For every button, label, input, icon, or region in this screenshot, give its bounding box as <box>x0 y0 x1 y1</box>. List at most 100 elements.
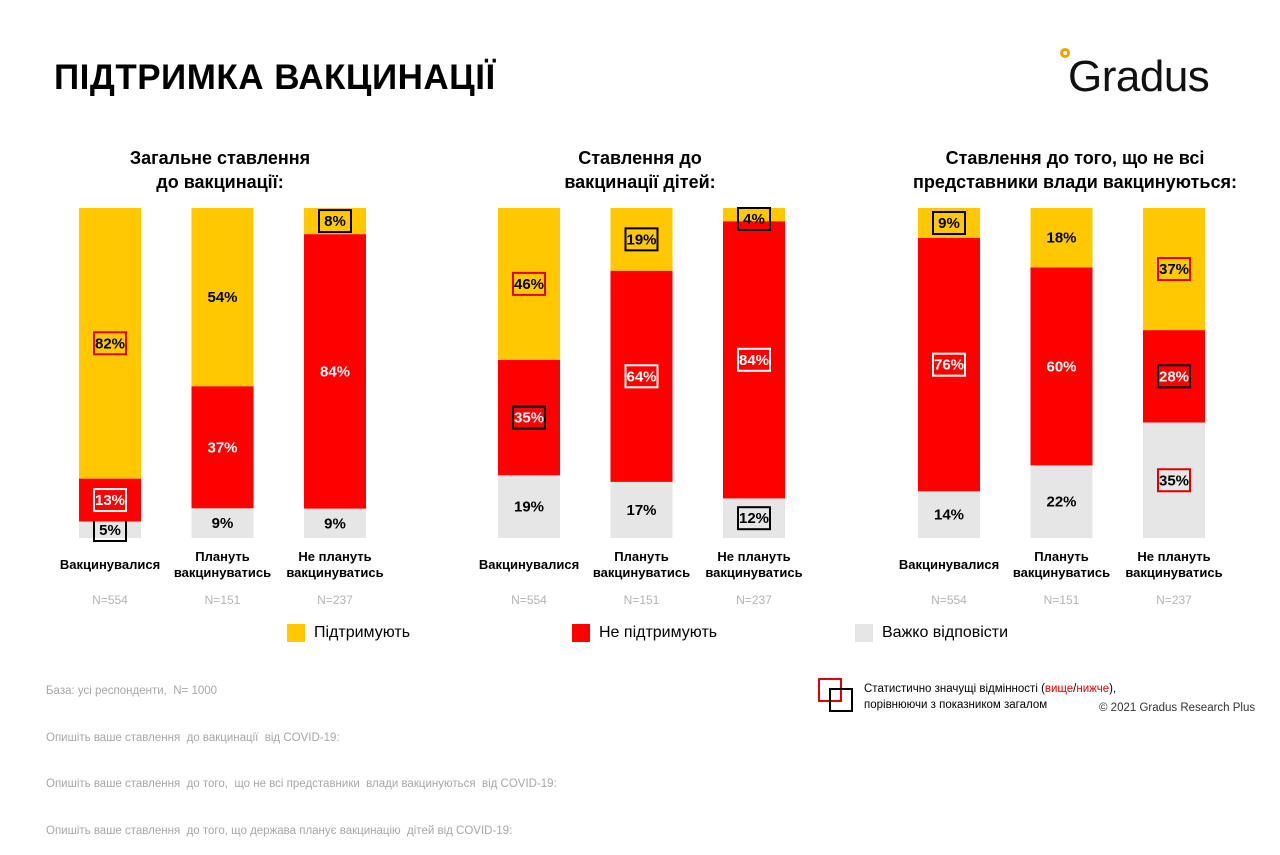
legend-label: Не підтримують <box>599 624 718 641</box>
bar-segment <box>1030 208 1093 268</box>
data-label: 64% <box>626 368 656 385</box>
n-label: N=151 <box>205 593 241 607</box>
n-label: N=151 <box>1044 593 1080 607</box>
category-label: Не плануть <box>1137 549 1210 564</box>
bar-segment <box>918 238 980 492</box>
category-label: Не плануть <box>717 549 790 564</box>
significance-box <box>1157 257 1191 282</box>
data-label: 60% <box>1046 358 1076 375</box>
bar-segment <box>723 498 785 538</box>
copyright: © 2021 Gradus Research Plus <box>1099 702 1256 714</box>
legend-label: Підтримують <box>314 624 411 641</box>
significance-box <box>737 207 771 231</box>
significance-box <box>512 271 546 296</box>
significance-note-line2: порівнюючи з показником загалом <box>864 699 1048 711</box>
legend-item-hard-to-answer: Важко відповісти <box>855 624 1008 642</box>
data-label: 84% <box>739 352 769 369</box>
chart-title-line1: Ставлення до того, що не всі <box>945 148 1205 168</box>
data-label: 82% <box>95 335 125 352</box>
logo-text: Gradus <box>1068 52 1210 101</box>
significance-box <box>932 352 966 377</box>
n-label: N=554 <box>511 593 547 607</box>
data-label: 54% <box>207 289 237 306</box>
bar-segment <box>304 234 366 509</box>
legend-item-not-support: Не підтримують <box>572 624 717 642</box>
data-label: 5% <box>99 522 121 539</box>
significance-note: Статистично значущі відмінності (вище/ни… <box>864 681 1116 713</box>
chart-title-line2: вакцинації дітей: <box>564 172 716 192</box>
chart-title-line1: Загальне ставлення <box>129 148 311 168</box>
data-label: 46% <box>514 276 544 293</box>
category-label: вакцинуватись <box>1013 565 1110 580</box>
category-label: вакцинуватись <box>705 565 802 580</box>
bar-segment <box>1030 267 1093 466</box>
data-label: 4% <box>743 211 765 228</box>
bar-segment <box>1143 208 1205 331</box>
significance-box <box>624 227 659 252</box>
data-label: 37% <box>207 439 237 456</box>
significance-box <box>93 331 127 356</box>
significance-box <box>737 506 771 531</box>
category-label: Плануть <box>614 549 668 564</box>
data-label: 19% <box>514 499 544 516</box>
bar-segment <box>610 481 673 538</box>
data-label: 22% <box>1046 494 1076 511</box>
category-label: Вакцинувалися <box>479 557 579 572</box>
significance-box <box>1157 364 1191 389</box>
significance-box <box>318 209 352 234</box>
chart-title-line2: до вакцинації: <box>156 172 284 192</box>
bar-segment <box>304 208 366 235</box>
bar-segment <box>498 359 560 476</box>
bar-segment <box>918 491 980 538</box>
bar-segment <box>1143 422 1205 538</box>
data-label: 8% <box>324 213 346 230</box>
data-label: 28% <box>1159 368 1189 385</box>
category-label: Вакцинувалися <box>60 557 160 572</box>
category-label: вакцинуватись <box>174 565 271 580</box>
significance-box <box>737 347 771 372</box>
chart-title-line1: Ставлення до <box>578 148 702 168</box>
bar-segment <box>191 208 254 387</box>
bar-segment <box>1030 465 1093 538</box>
significance-legend-icon <box>818 678 858 712</box>
significance-note-line1: Статистично значущі відмінності (вище/ни… <box>864 683 1117 695</box>
data-label: 76% <box>934 357 964 374</box>
gradus-logo: Gradus <box>1060 46 1240 102</box>
n-label: N=151 <box>624 593 660 607</box>
significance-box <box>93 488 127 513</box>
n-label: N=237 <box>1156 593 1192 607</box>
footnote-question-1: Опишіть ваше ставлення до вакцинації від… <box>46 731 340 744</box>
category-label: Плануть <box>195 549 249 564</box>
bar-segment <box>498 475 560 538</box>
data-label: 9% <box>324 515 346 532</box>
bar-segment <box>610 208 673 271</box>
n-label: N=554 <box>931 593 967 607</box>
category-label: вакцинуватись <box>286 565 383 580</box>
significance-box <box>932 211 966 235</box>
chart-title-line2: представники влади вакцинуються: <box>913 172 1237 192</box>
legend-swatch <box>287 624 305 642</box>
category-label: вакцинуватись <box>1125 565 1222 580</box>
data-label: 35% <box>1159 472 1189 489</box>
footnote-question-2: Опишіть ваше ставлення до того, що не вс… <box>46 778 557 790</box>
significance-lower-box <box>829 688 853 712</box>
data-label: 12% <box>739 510 769 527</box>
category-label: Плануть <box>1034 549 1088 564</box>
bar-segment <box>610 270 673 482</box>
data-label: 9% <box>212 515 234 532</box>
footnote-base: База: усі респонденти, N= 1000 <box>46 685 218 697</box>
significance-box <box>512 405 546 430</box>
bar-segment <box>498 208 560 360</box>
footnotes: База: усі респонденти, N= 1000 Опишіть в… <box>46 653 557 855</box>
n-label: N=237 <box>317 593 353 607</box>
legend-item-support: Підтримують <box>287 624 410 642</box>
data-label: 17% <box>626 502 656 519</box>
bar-segment <box>304 508 366 538</box>
data-label: 18% <box>1046 230 1076 247</box>
chart-title-children: Ставлення до вакцинації дітей: <box>520 146 760 194</box>
bar-segment <box>1143 330 1205 423</box>
data-label: 14% <box>934 507 964 524</box>
footnote-question-3: Опишіть ваше ставлення до того, що держа… <box>46 824 513 837</box>
bar-segment <box>191 508 254 538</box>
significance-box <box>1157 468 1191 493</box>
